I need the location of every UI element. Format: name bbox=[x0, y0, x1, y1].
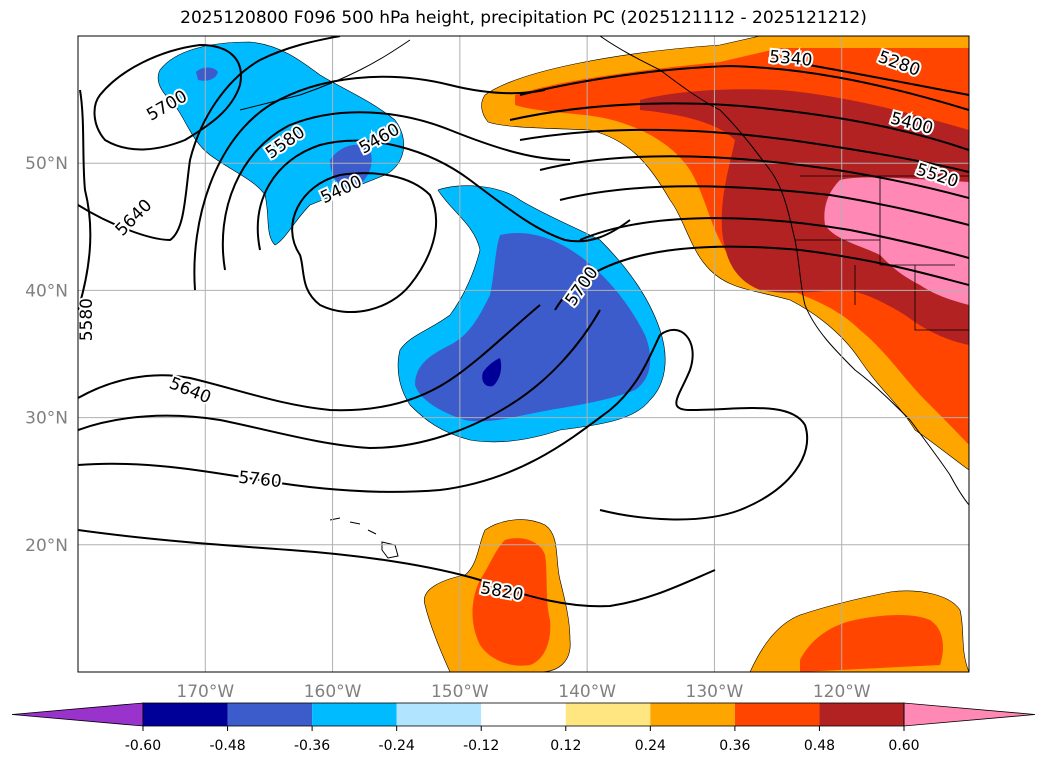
colorbar: -0.60 -0.48 -0.36 -0.24 -0.12 0.12 0.24 0.36 0.4… bbox=[11, 702, 1036, 754]
contour-5280 bbox=[779, 59, 969, 96]
colorbar-tick-label: 0.48 bbox=[804, 738, 835, 754]
longitude-tick-label: 120°W bbox=[813, 682, 871, 702]
contour-5700-south bbox=[78, 309, 601, 450]
colorbar-tick-label: 0.24 bbox=[635, 738, 666, 754]
colorbar-tick-label: -0.60 bbox=[125, 738, 161, 754]
colorbar-tick-label: 0.36 bbox=[719, 738, 750, 754]
chart-title: 2025120800 F096 500 hPa height, precipit… bbox=[180, 8, 867, 28]
contour-5640-east bbox=[579, 217, 969, 259]
contour-label-5580: 5580 bbox=[77, 298, 97, 341]
colorbar-swatch bbox=[481, 703, 566, 726]
contour-5520-loop bbox=[256, 139, 631, 251]
colorbar-frame bbox=[142, 702, 905, 727]
precip-positive-red-tropical-west bbox=[472, 538, 551, 666]
precip-negative-blue-north bbox=[330, 144, 372, 189]
contour-5640-south bbox=[78, 304, 541, 412]
coastline-north-america bbox=[599, 36, 969, 506]
contour-5640-loop bbox=[193, 75, 546, 291]
latitude-tick-label: 40°N bbox=[25, 281, 68, 301]
latitude-labels: 20°N 30°N 40°N 50°N bbox=[25, 154, 68, 556]
precip-negative-cyan-north bbox=[157, 41, 404, 246]
contour-5640-west bbox=[78, 36, 341, 242]
contour-5580-west bbox=[78, 89, 92, 311]
contour-5760 bbox=[78, 329, 809, 521]
contour-5580-east bbox=[559, 185, 969, 226]
contour-5700-east bbox=[554, 245, 969, 311]
contour-label-5340: 5340 bbox=[768, 47, 813, 71]
longitude-tick-label: 170°W bbox=[176, 682, 234, 702]
latitude-tick-label: 50°N bbox=[25, 154, 68, 174]
contour-5340 bbox=[519, 64, 969, 111]
precip-negative-blue-central bbox=[415, 232, 651, 422]
precip-negative-navy-core bbox=[482, 358, 502, 387]
coastline-alaska-islands bbox=[239, 39, 411, 111]
state-borders bbox=[795, 175, 969, 331]
colorbar-swatch bbox=[396, 703, 482, 726]
colorbar-tick-label: -0.48 bbox=[209, 738, 245, 754]
map-frame bbox=[77, 35, 970, 673]
longitude-tick-label: 130°W bbox=[686, 682, 744, 702]
colorbar-extend-low bbox=[11, 702, 144, 727]
colorbar-swatch bbox=[312, 703, 397, 726]
colorbar-swatch bbox=[734, 703, 820, 726]
contour-5700-west bbox=[93, 43, 242, 151]
colorbar-swatch bbox=[143, 703, 228, 726]
precip-negative-blue-north-small bbox=[196, 67, 218, 81]
longitude-labels: 170°W 160°W 150°W 140°W 130°W 120°W bbox=[176, 682, 870, 702]
colorbar-extend-high bbox=[903, 702, 1036, 727]
colorbar-tick-label: -0.24 bbox=[379, 738, 415, 754]
height-contours bbox=[78, 36, 969, 608]
contour-5460-low bbox=[291, 172, 438, 313]
longitude-tick-label: 160°W bbox=[304, 682, 362, 702]
longitude-tick-label: 140°W bbox=[558, 682, 616, 702]
contour-5520 bbox=[539, 155, 969, 199]
colorbar-swatch bbox=[227, 703, 313, 726]
latitude-tick-label: 20°N bbox=[25, 536, 68, 556]
contour-5400-east bbox=[509, 102, 969, 151]
precip-positive-pink-north bbox=[824, 177, 969, 305]
precip-positive-darkred-north bbox=[640, 89, 969, 345]
precip-positive-red-tropical-east bbox=[800, 615, 943, 672]
contour-5820 bbox=[78, 529, 716, 608]
colorbar-tick-label: 0.60 bbox=[888, 738, 919, 754]
colorbar-swatch bbox=[819, 703, 904, 726]
contour-5580-loop bbox=[221, 111, 571, 271]
longitude-tick-label: 150°W bbox=[431, 682, 489, 702]
contour-5460-east bbox=[519, 128, 969, 173]
colorbar-tick-label: 0.12 bbox=[550, 738, 581, 754]
coastline-hawaii bbox=[329, 517, 399, 559]
latitude-tick-label: 30°N bbox=[25, 409, 68, 429]
colorbar-swatch bbox=[565, 703, 651, 726]
colorbar-swatch bbox=[650, 703, 735, 726]
colorbar-tick-label: -0.36 bbox=[294, 738, 330, 754]
colorbar-tick-label: -0.12 bbox=[463, 738, 499, 754]
